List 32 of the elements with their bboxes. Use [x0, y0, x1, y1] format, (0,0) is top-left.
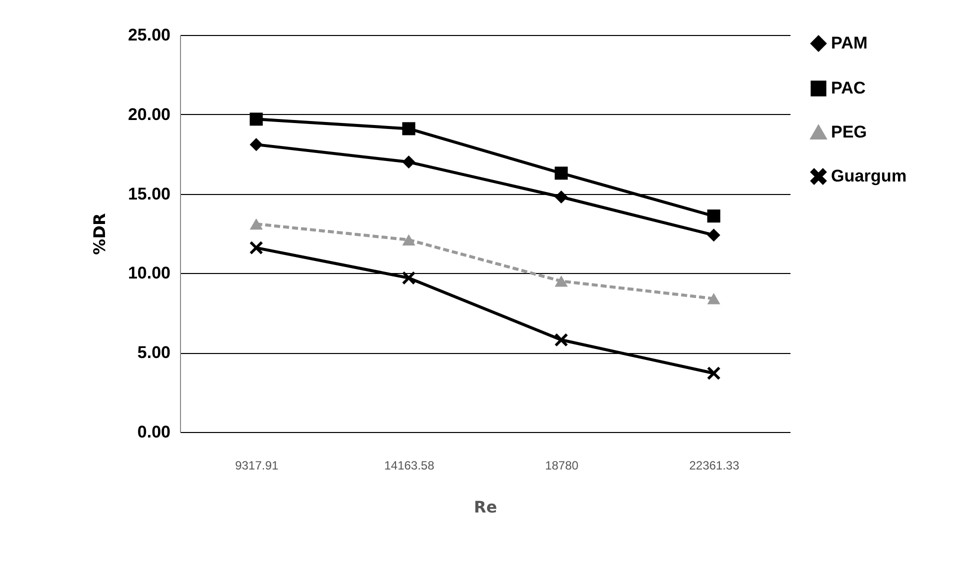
y-tick-label: 5.00	[137, 343, 170, 362]
point	[402, 122, 416, 136]
point	[402, 234, 416, 246]
y-tick-label: 20.00	[128, 104, 170, 124]
point	[402, 156, 416, 169]
point	[707, 228, 720, 242]
point	[250, 138, 263, 152]
x-tick-label: 22361.33	[689, 458, 740, 472]
point	[250, 218, 263, 230]
legend-label: PAC	[831, 78, 866, 98]
x-tick-label: 14163.58	[384, 458, 435, 472]
legend-label: PEG	[831, 122, 867, 142]
point	[707, 210, 720, 223]
x-axis-title: Re	[474, 498, 498, 516]
point	[707, 366, 720, 380]
x-tick-label: 18780	[545, 458, 579, 472]
point	[707, 292, 720, 304]
point	[554, 166, 568, 180]
point	[554, 190, 568, 204]
y-axis-title: %DR	[90, 213, 109, 255]
x-tick-label: 9317.91	[235, 458, 279, 472]
y-tick-label: 25.00	[128, 26, 170, 44]
point	[250, 241, 263, 254]
point	[554, 333, 568, 346]
point	[554, 275, 568, 287]
legend-label: Guargum	[831, 166, 907, 186]
point	[402, 271, 416, 284]
y-tick-label: 0.00	[137, 422, 170, 442]
y-tick-label: 15.00	[128, 184, 170, 204]
legend-label: PAM	[831, 34, 868, 52]
y-tick-label: 10.00	[128, 264, 170, 283]
point	[250, 112, 263, 126]
